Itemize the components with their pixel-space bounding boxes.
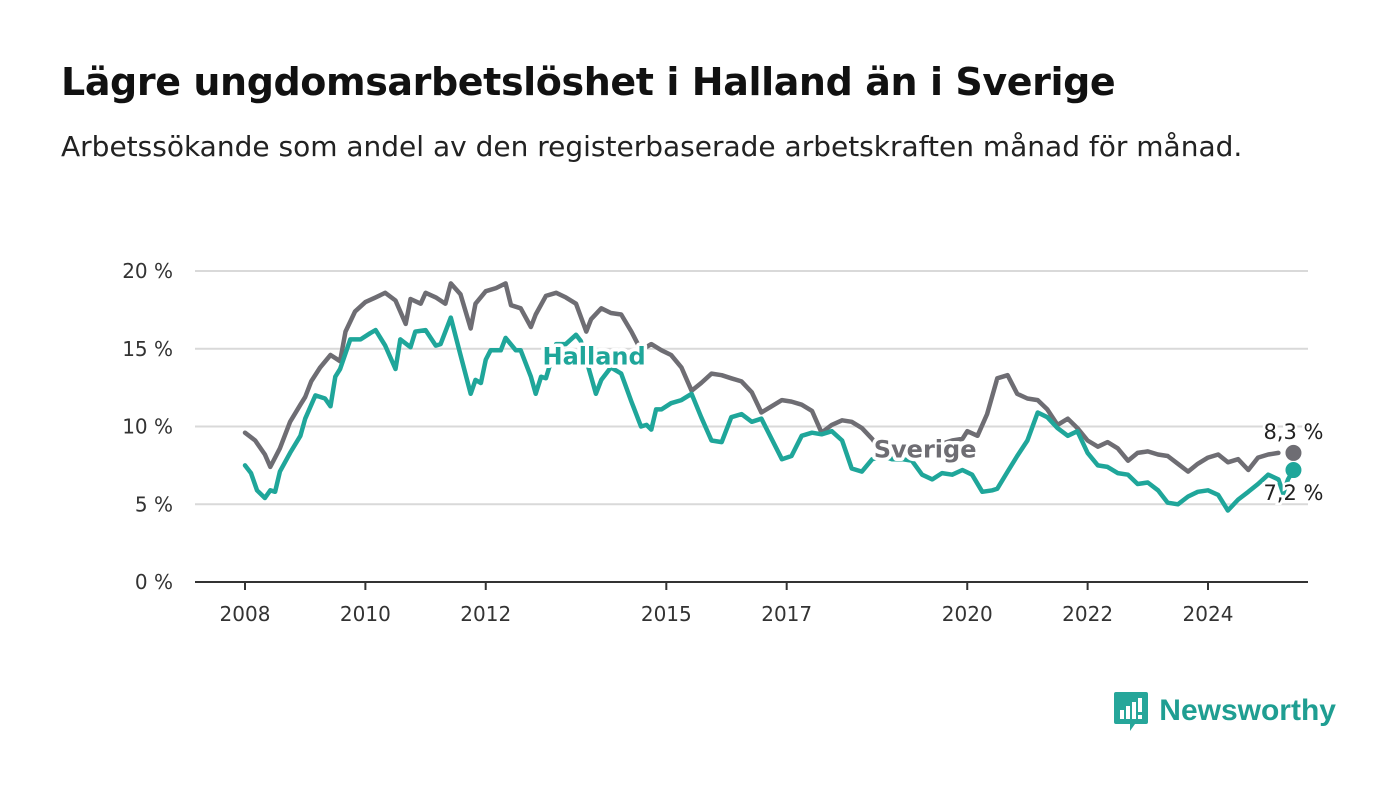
x-tick-label: 2010 xyxy=(340,602,391,626)
x-tick-label: 2020 xyxy=(942,602,993,626)
x-tick-label: 2017 xyxy=(761,602,812,626)
series-labels: Halland Sverige 8,3 % 7,2 % xyxy=(539,339,1326,508)
y-axis-ticks: 0 % 5 % 10 % 15 % 20 % xyxy=(122,259,173,594)
y-tick-label: 0 % xyxy=(135,570,173,594)
y-tick-label: 15 % xyxy=(122,337,173,361)
x-axis-ticks: 2008 2010 2012 2015 2017 2020 2022 2024 xyxy=(220,582,1234,626)
chart-title: Lägre ungdomsarbetslöshet i Halland än i… xyxy=(61,60,1116,104)
sverige-line xyxy=(242,281,1281,474)
sverige-series-label: Sverige xyxy=(874,436,977,464)
x-tick-label: 2022 xyxy=(1062,602,1113,626)
y-tick-label: 10 % xyxy=(122,415,173,439)
halland-series-label: Halland xyxy=(542,342,645,370)
gridlines xyxy=(195,270,1308,583)
sverige-end-value-label: 8,3 % xyxy=(1263,420,1323,444)
sverige-end-marker xyxy=(1285,444,1302,461)
x-tick-label: 2015 xyxy=(641,602,692,626)
x-tick-label: 2008 xyxy=(220,602,271,626)
newsworthy-logo: Newsworthy xyxy=(1113,690,1336,732)
x-tick-label: 2012 xyxy=(460,602,511,626)
x-tick-label: 2024 xyxy=(1183,602,1234,626)
bar-chart-speech-bubble-icon xyxy=(1114,692,1149,731)
chart-subtitle: Arbetssökande som andel av den registerb… xyxy=(61,130,1243,163)
brand-name: Newsworthy xyxy=(1159,694,1336,727)
y-tick-label: 5 % xyxy=(135,492,173,516)
y-tick-label: 20 % xyxy=(122,259,173,283)
series-lines xyxy=(242,281,1296,513)
halland-line xyxy=(242,315,1296,513)
halland-end-value-label: 7,2 % xyxy=(1263,481,1323,505)
halland-end-marker xyxy=(1285,462,1302,479)
